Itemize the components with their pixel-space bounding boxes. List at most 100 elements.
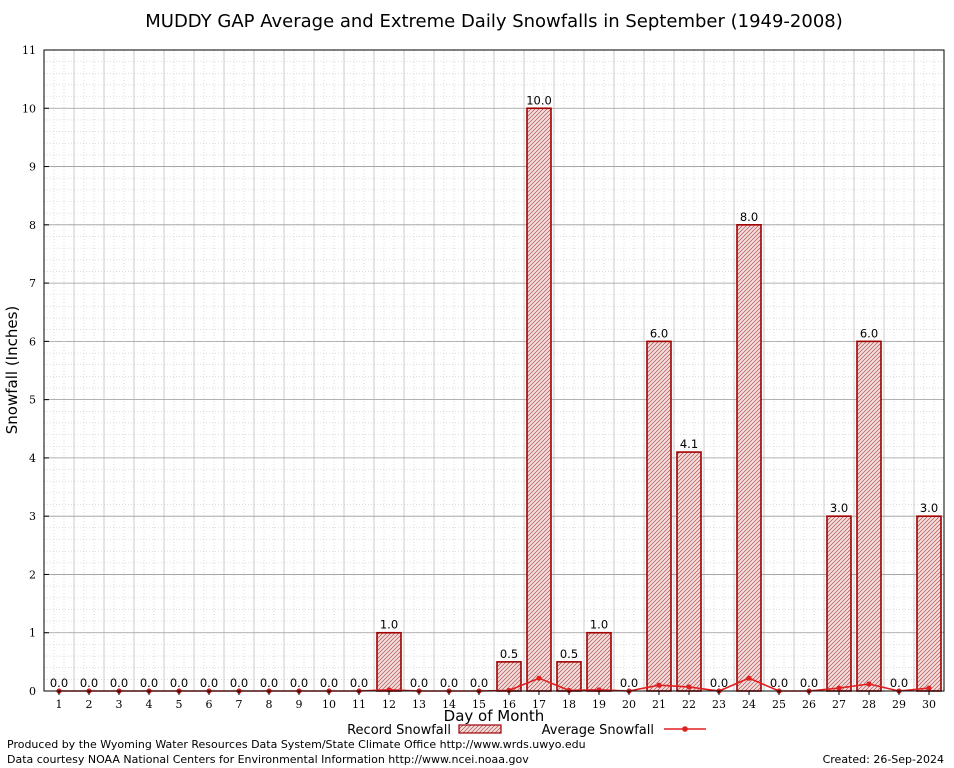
record-value-label-day-21: 6.0	[650, 326, 668, 340]
record-bar-day-24	[736, 224, 762, 692]
record-value-label-day-16: 0.5	[500, 647, 518, 661]
y-tick-label: 4	[29, 452, 36, 465]
record-value-label-day-24: 8.0	[740, 210, 758, 224]
x-tick-label: 11	[352, 698, 366, 711]
record-value-label-day-2: 0.0	[80, 676, 98, 690]
legend: Record Snowfall Average Snowfall	[347, 723, 706, 738]
x-tick-label: 6	[206, 698, 213, 711]
x-axis-title: Day of Month	[444, 707, 545, 725]
record-value-label-day-13: 0.0	[410, 676, 428, 690]
record-value-label-day-23: 0.0	[710, 676, 728, 690]
x-tick-label: 28	[862, 698, 876, 711]
record-bar-day-17	[526, 107, 552, 692]
x-tick-label: 5	[176, 698, 183, 711]
record-bar-day-27	[826, 515, 852, 692]
x-tick-label: 10	[322, 698, 336, 711]
record-value-label-day-11: 0.0	[350, 676, 368, 690]
average-point-day-17	[536, 675, 542, 681]
record-bar-day-21	[646, 340, 672, 692]
record-value-label-day-8: 0.0	[260, 676, 278, 690]
y-tick-label: 3	[29, 510, 36, 523]
footer-data-courtesy: Data courtesy NOAA National Centers for …	[7, 753, 529, 766]
x-tick-label: 30	[922, 698, 936, 711]
average-point-day-22	[686, 684, 692, 690]
legend-record-label: Record Snowfall	[347, 723, 451, 738]
record-bar-day-30	[916, 515, 942, 692]
average-point-day-28	[866, 681, 872, 687]
record-value-label-day-28: 6.0	[860, 326, 878, 340]
y-tick-label: 9	[29, 161, 36, 174]
record-value-label-day-25: 0.0	[770, 676, 788, 690]
average-point-day-18	[566, 687, 572, 694]
legend-average-label: Average Snowfall	[542, 723, 654, 738]
footer-produced-by: Produced by the Wyoming Water Resources …	[7, 738, 586, 751]
y-axis-title: Snowfall (Inches)	[3, 306, 21, 434]
record-value-label-day-1: 0.0	[50, 676, 68, 690]
record-value-label-day-4: 0.0	[140, 676, 158, 690]
footer-created-date: Created: 26-Sep-2024	[823, 753, 944, 766]
record-bar-day-19	[586, 631, 612, 692]
x-tick-label: 18	[562, 698, 576, 711]
average-point-day-24	[746, 675, 752, 681]
record-bar-day-28	[856, 340, 882, 692]
x-tick-label: 14	[442, 698, 456, 711]
record-value-label-day-12: 1.0	[380, 618, 398, 632]
record-value-label-day-29: 0.0	[890, 676, 908, 690]
legend-record-swatch	[458, 724, 502, 734]
x-axis-ticks: 1 2 3 4 5 6 7 8 9 10 11 12 13 14 15 16 17 18 19 20 21 22 23 24 2…	[56, 691, 936, 711]
record-value-label-day-6: 0.0	[200, 676, 218, 690]
y-tick-label: 5	[29, 394, 36, 407]
y-tick-label: 7	[29, 277, 36, 290]
x-tick-label: 24	[742, 698, 756, 711]
y-tick-label: 11	[22, 44, 36, 57]
record-value-label-day-3: 0.0	[110, 676, 128, 690]
chart-title: MUDDY GAP Average and Extreme Daily Snow…	[145, 11, 843, 32]
average-point-day-30	[926, 685, 932, 691]
x-tick-label: 1	[56, 698, 63, 711]
plot-frame	[43, 49, 945, 692]
average-point-day-27	[836, 685, 842, 691]
y-axis-ticks: 0 1 2 3 4 5 6 7 8 9 10 11	[22, 44, 49, 698]
y-tick-label: 8	[29, 219, 36, 232]
bar-value-labels: 0.0 0.0 0.0 0.0 0.0 0.0 0.0 0.0 0.0 0.0 0.0 1.0 0.0 0…	[50, 93, 938, 690]
x-tick-label: 2	[86, 698, 93, 711]
x-tick-label: 12	[382, 698, 396, 711]
record-bar-day-22	[676, 451, 702, 692]
x-tick-label: 8	[266, 698, 273, 711]
record-value-label-day-14: 0.0	[440, 676, 458, 690]
record-value-label-day-22: 4.1	[680, 437, 698, 451]
record-value-label-day-27: 3.0	[830, 501, 848, 515]
x-tick-label: 27	[832, 698, 846, 711]
legend-average-marker	[682, 726, 688, 732]
y-tick-label: 10	[22, 102, 36, 115]
x-tick-label: 3	[116, 698, 123, 711]
y-tick-label: 6	[29, 335, 36, 348]
average-point-day-16	[506, 687, 512, 694]
x-tick-label: 15	[472, 698, 486, 711]
x-tick-label: 26	[802, 698, 816, 711]
record-bar-day-12	[376, 631, 402, 692]
x-tick-label: 20	[622, 698, 636, 711]
x-tick-label: 4	[146, 698, 153, 711]
x-tick-label: 16	[502, 698, 516, 711]
y-tick-label: 1	[29, 627, 36, 640]
x-tick-label: 21	[652, 698, 666, 711]
x-tick-label: 9	[296, 698, 303, 711]
record-value-label-day-19: 1.0	[590, 618, 608, 632]
record-value-label-day-15: 0.0	[470, 676, 488, 690]
record-value-label-day-18: 0.5	[560, 647, 578, 661]
grid	[43, 49, 945, 692]
x-tick-label: 19	[592, 698, 606, 711]
record-value-label-day-7: 0.0	[230, 676, 248, 690]
y-tick-label: 0	[29, 685, 36, 698]
x-tick-label: 29	[892, 698, 906, 711]
x-tick-label: 13	[412, 698, 426, 711]
record-bar-day-16	[496, 661, 522, 692]
record-value-label-day-20: 0.0	[620, 676, 638, 690]
record-value-label-day-26: 0.0	[800, 676, 818, 690]
y-tick-label: 2	[29, 568, 36, 581]
record-bars	[376, 107, 942, 692]
average-point-day-21	[656, 682, 662, 688]
record-value-label-day-9: 0.0	[290, 676, 308, 690]
